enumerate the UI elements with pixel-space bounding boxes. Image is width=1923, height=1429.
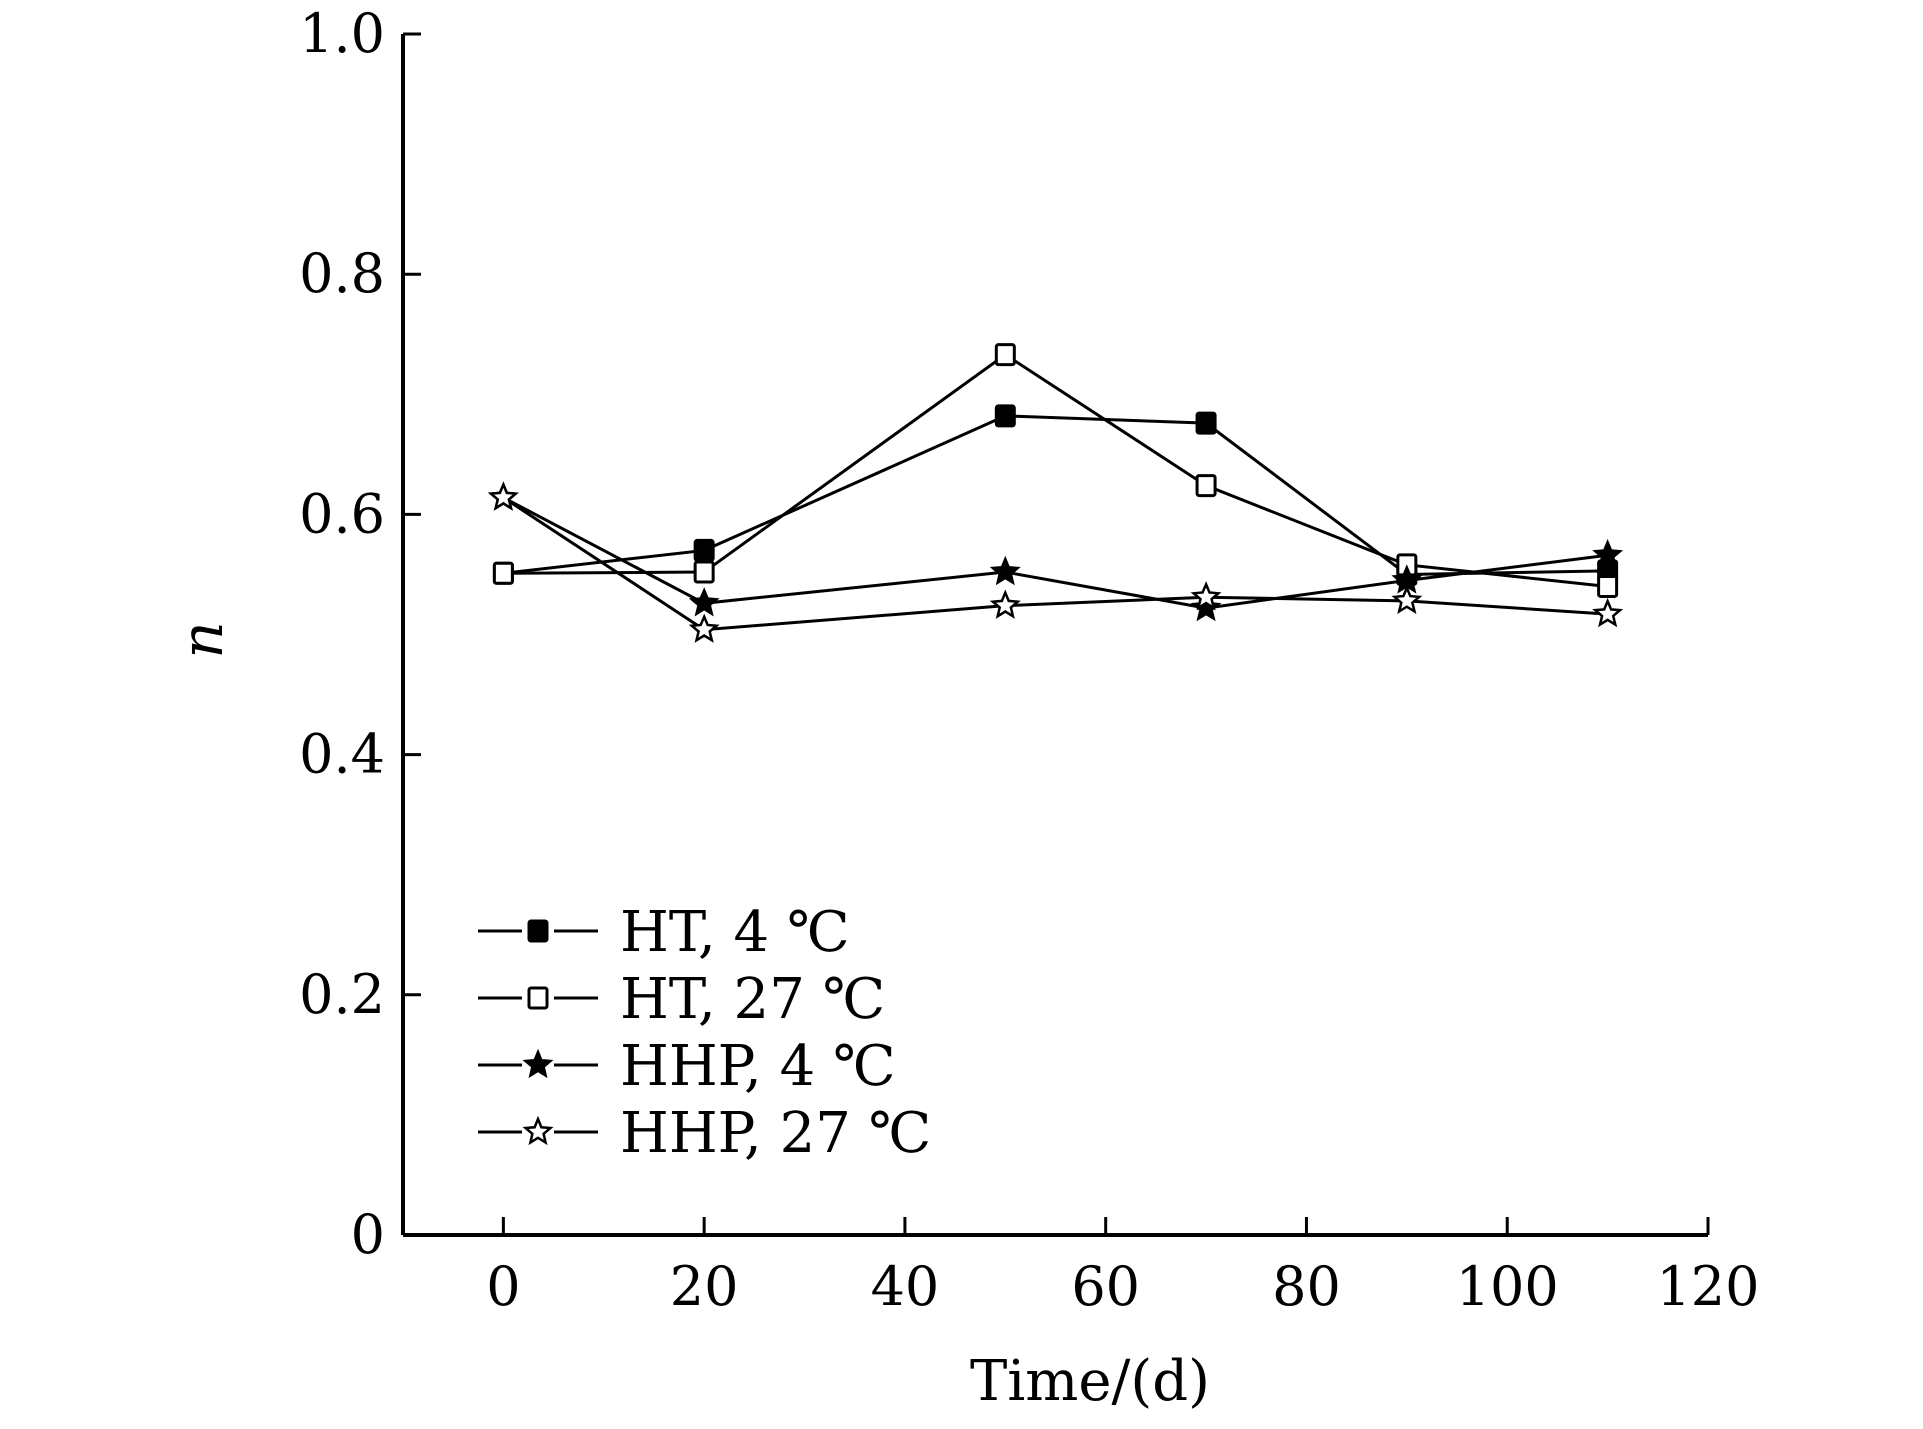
series-2 bbox=[487, 481, 1624, 622]
data-point bbox=[688, 587, 720, 617]
legend-marker bbox=[527, 919, 549, 943]
series-line bbox=[502, 496, 1608, 632]
legend-entry: HT, 27 ℃ bbox=[478, 967, 885, 1032]
data-point bbox=[989, 555, 1021, 586]
y-tick-label: 0.8 bbox=[299, 242, 385, 305]
legend-label: HHP, 27 ℃ bbox=[620, 1101, 931, 1166]
axes: 0 20 40 60 80 100 120 0 0.2 0.4 0.6 0.8 1.0 bbox=[299, 2, 1759, 1318]
data-point bbox=[1391, 584, 1423, 615]
data-point bbox=[994, 404, 1016, 428]
x-tick-label: 40 bbox=[871, 1255, 940, 1318]
x-tick-label: 0 bbox=[486, 1255, 520, 1318]
series-0 bbox=[492, 404, 1619, 586]
series-3 bbox=[487, 481, 1624, 643]
series-line bbox=[503, 352, 1608, 588]
x-tick-label: 60 bbox=[1071, 1255, 1140, 1318]
legend-marker bbox=[527, 986, 549, 1010]
x-tick-label: 20 bbox=[670, 1255, 739, 1318]
series-line bbox=[503, 414, 1608, 576]
data-point bbox=[1592, 597, 1624, 628]
data-point bbox=[994, 343, 1016, 367]
series-line bbox=[502, 496, 1608, 610]
y-tick-label: 0.2 bbox=[299, 963, 385, 1026]
y-tick-label: 0 bbox=[351, 1203, 385, 1266]
data-point bbox=[693, 560, 715, 584]
data-point bbox=[1195, 474, 1217, 498]
x-axis-label: Time/(d) bbox=[970, 1349, 1210, 1414]
series-group bbox=[487, 343, 1624, 643]
y-axis-label: n bbox=[168, 621, 236, 658]
series-1 bbox=[492, 343, 1619, 598]
y-tick-label: 1.0 bbox=[299, 2, 385, 65]
data-point bbox=[693, 538, 715, 562]
data-point bbox=[1190, 581, 1222, 611]
data-point bbox=[487, 481, 519, 511]
data-point bbox=[1195, 411, 1217, 435]
x-tick-label: 120 bbox=[1656, 1255, 1759, 1318]
legend-entry: HHP, 4 ℃ bbox=[478, 1034, 896, 1099]
legend-label: HHP, 4 ℃ bbox=[620, 1034, 896, 1099]
legend-marker bbox=[522, 1115, 554, 1146]
x-tick-label: 80 bbox=[1272, 1255, 1341, 1318]
legend-entry: HT, 4 ℃ bbox=[478, 900, 850, 965]
data-point bbox=[1592, 538, 1624, 569]
data-point bbox=[688, 613, 720, 643]
legend-label: HT, 27 ℃ bbox=[620, 967, 885, 1032]
legend-entry: HHP, 27 ℃ bbox=[478, 1101, 931, 1166]
data-point bbox=[1597, 574, 1619, 598]
data-point bbox=[492, 561, 514, 585]
x-tick-label: 100 bbox=[1456, 1255, 1559, 1318]
data-point bbox=[989, 589, 1021, 619]
legend-marker bbox=[522, 1048, 554, 1079]
legend-label: HT, 4 ℃ bbox=[620, 900, 850, 965]
data-point bbox=[1190, 591, 1222, 622]
y-tick-label: 0.4 bbox=[299, 723, 385, 786]
y-tick-label: 0.6 bbox=[299, 482, 385, 545]
